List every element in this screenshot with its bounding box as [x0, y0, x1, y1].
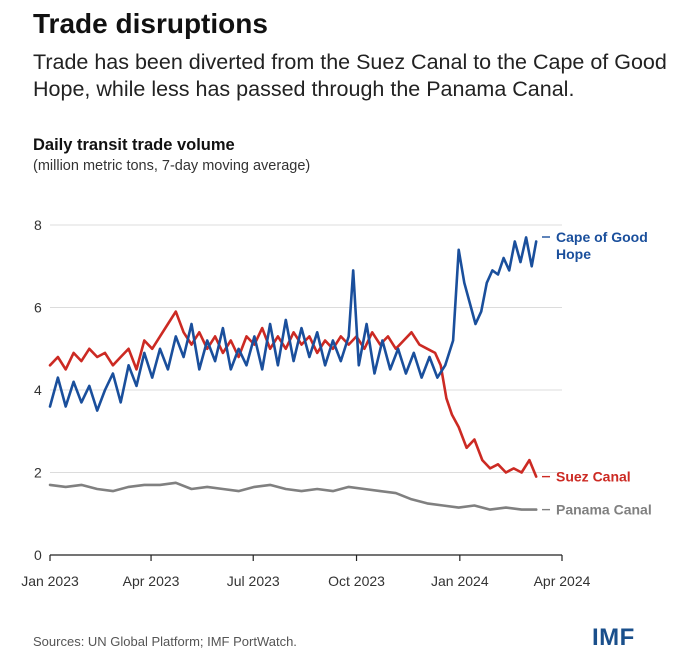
chart-units-note: (million metric tons, 7-day moving avera…: [33, 158, 311, 174]
y-tick-label: 8: [34, 217, 42, 233]
x-tick-label: Jan 2024: [431, 573, 489, 589]
imf-logo: IMF: [592, 624, 635, 651]
x-tick-label: Apr 2024: [534, 573, 591, 589]
gridlines: [50, 224, 562, 473]
series-lines: [48, 236, 538, 511]
series-line-suez-canal: [48, 310, 538, 478]
series-label: Cape of Good: [556, 229, 648, 245]
x-tick-label: Jul 2023: [227, 573, 280, 589]
series-line-cape-of-good-hope: [48, 236, 538, 412]
axis: 0 2 4 6 8 Jan 2023 Apr 2023 Jul 2023 Oct 2023 Jan…: [21, 217, 590, 589]
series-label: Panama Canal: [556, 502, 652, 518]
chart-subtitle-main: Trade has been diverted from the Suez Ca…: [33, 50, 667, 101]
line-chart: 0 2 4 6 8 Jan 2023 Apr 2023 Jul 2023 Oct 2023 Jan…: [21, 217, 652, 589]
y-tick-label: 0: [34, 547, 42, 563]
x-tick-label: Oct 2023: [328, 573, 385, 589]
chart-title-main: Trade disruptions: [33, 8, 268, 39]
chart-title: Daily transit trade volume: [33, 136, 235, 154]
source-note: Sources: UN Global Platform; IMF PortWat…: [33, 634, 297, 649]
y-tick-label: 2: [34, 465, 42, 481]
x-tick-label: Apr 2023: [123, 573, 180, 589]
series-label: Suez Canal: [556, 469, 631, 485]
y-tick-label: 6: [34, 300, 42, 316]
series-label: Hope: [556, 246, 591, 262]
y-tick-label: 4: [34, 382, 42, 398]
series-line-panama-canal: [48, 481, 538, 511]
x-tick-label: Jan 2023: [21, 573, 79, 589]
